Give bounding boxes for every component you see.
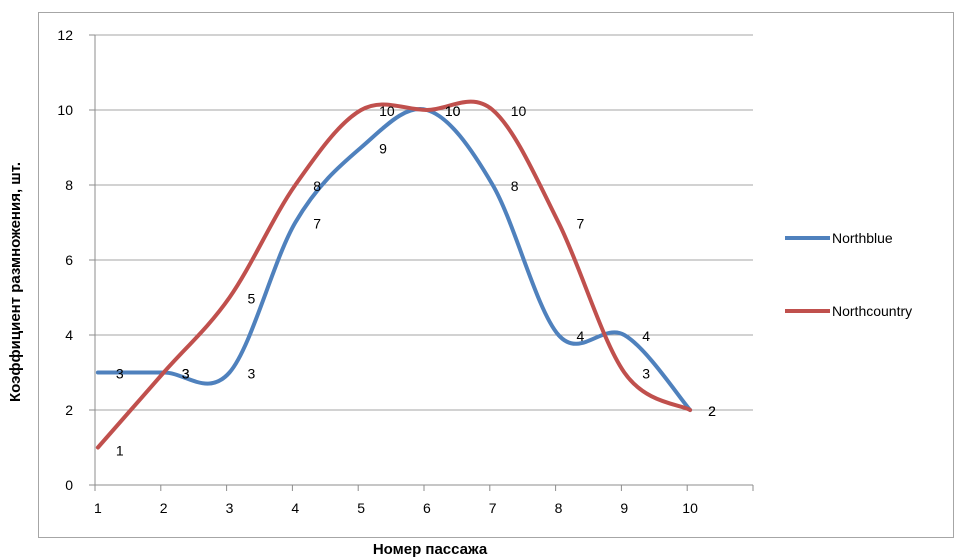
data-label-northcountry: 3 (642, 366, 650, 382)
data-label-northcountry: 1 (116, 443, 124, 459)
y-tick-label: 4 (65, 327, 73, 343)
data-label-northcountry: 10 (379, 103, 395, 119)
data-label-northblue: 7 (313, 216, 321, 232)
x-tick-label: 4 (291, 500, 299, 516)
x-tick-label: 10 (682, 500, 698, 516)
data-label-northblue: 3 (248, 366, 256, 382)
axes (89, 34, 754, 491)
gridlines (95, 34, 753, 411)
y-tick-label: 2 (65, 402, 73, 418)
data-label-northblue: 2 (708, 403, 716, 419)
legend-label-northblue: Northblue (832, 230, 893, 246)
series-line-northcountry (95, 99, 693, 450)
x-tick-label: 1 (94, 500, 102, 516)
legend-label-northcountry: Northcountry (832, 303, 912, 319)
x-tick-label: 2 (160, 500, 168, 516)
data-label-northblue: 4 (642, 328, 650, 344)
x-tick-label: 3 (226, 500, 234, 516)
data-label-northblue: 3 (116, 366, 124, 382)
data-label-northblue: 9 (379, 141, 387, 157)
x-tick-label: 9 (620, 500, 628, 516)
data-label-northblue: 8 (511, 178, 519, 194)
data-label-northcountry: 3 (182, 366, 190, 382)
series-lines (95, 99, 693, 450)
data-label-northcountry: 7 (577, 216, 585, 232)
y-tick-label: 0 (65, 477, 73, 493)
x-axis-title: Номер пассажа (373, 541, 488, 558)
data-label-northblue: 3 (182, 366, 190, 382)
data-label-northcountry: 10 (511, 103, 527, 119)
data-label-northblue: 10 (445, 103, 461, 119)
y-tick-label: 6 (65, 252, 73, 268)
series-line-northblue (95, 107, 693, 412)
x-tick-label: 8 (555, 500, 563, 516)
data-label-northcountry: 5 (248, 291, 256, 307)
chart-area (38, 12, 954, 538)
data-label-northcountry: 2 (708, 403, 716, 419)
x-tick-label: 5 (357, 500, 365, 516)
x-tick-label: 7 (489, 500, 497, 516)
y-tick-label: 10 (57, 102, 73, 118)
y-axis-title: Коэффициент размножения, шт. (7, 162, 24, 402)
x-tick-label: 6 (423, 500, 431, 516)
y-tick-label: 8 (65, 177, 73, 193)
data-label-northcountry: 8 (313, 178, 321, 194)
data-label-northcountry: 10 (445, 103, 461, 119)
y-tick-label: 12 (57, 27, 73, 43)
data-label-northblue: 4 (577, 328, 585, 344)
legend: Northblue Northcountry (785, 230, 912, 319)
